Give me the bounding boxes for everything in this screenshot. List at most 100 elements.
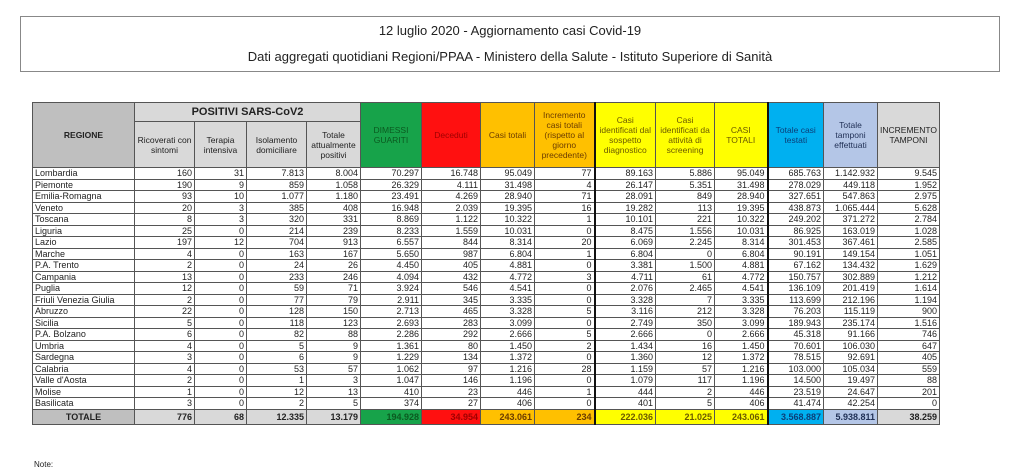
cell-value: 8.475: [593, 224, 656, 237]
cell-value: 80: [421, 339, 481, 352]
cell-value: 113: [655, 201, 715, 214]
cell-value: 2.749: [593, 316, 656, 329]
cell-value: 134.432: [823, 259, 878, 272]
cell-value: 134: [421, 351, 481, 364]
col-header-totale-positivi: Totale attualmente positivi: [306, 121, 361, 168]
cell-value: 249.202: [766, 213, 824, 226]
cell-value: 5.938.811: [823, 408, 878, 425]
cell-value: 746: [877, 328, 940, 341]
cell-value: 59: [246, 282, 307, 295]
cell-value: 406: [480, 397, 535, 410]
cell-value: 214: [246, 224, 307, 237]
cell-value: 95.049: [714, 167, 768, 180]
cell-value: 10.101: [593, 213, 656, 226]
cell-value: 71: [306, 282, 361, 295]
col-header-sospetto-diagnostico: Casi identificati dal sospetto diagnosti…: [593, 102, 656, 168]
cell-value: 8.004: [306, 167, 361, 180]
cell-value: 12: [655, 351, 715, 364]
cell-value: 1.122: [421, 213, 481, 226]
cell-value: 432: [421, 270, 481, 283]
cell-value: 546: [421, 282, 481, 295]
cell-value: 2.666: [593, 328, 656, 341]
cell-value: 10.031: [714, 224, 768, 237]
table-row: Lazio 197 12 704 913 6.557 844 8.314 20 6.069 2.24…: [32, 236, 940, 249]
cell-value: 0: [194, 374, 247, 387]
cell-value: 0: [194, 259, 247, 272]
cell-value: 2.245: [655, 236, 715, 249]
cell-value: 5.628: [877, 201, 940, 214]
col-header-incremento-tamponi: INCREMENTO TAMPONI: [877, 102, 940, 168]
cell-value: 2: [134, 259, 195, 272]
cell-value: 113.699: [766, 293, 824, 306]
cell-value: 350: [655, 316, 715, 329]
cell-value: 0: [534, 316, 595, 329]
region-name: Abruzzo: [32, 305, 135, 318]
cell-value: 1.372: [480, 351, 535, 364]
cell-value: 19.282: [593, 201, 656, 214]
cell-value: 3: [534, 270, 595, 283]
region-name: Umbria: [32, 339, 135, 352]
cell-value: 21.025: [655, 408, 715, 425]
cell-value: 1.450: [714, 339, 768, 352]
cell-value: 150.757: [766, 270, 824, 283]
cell-value: 1.065.444: [823, 201, 878, 214]
cell-value: 5: [134, 316, 195, 329]
cell-value: 160: [134, 167, 195, 180]
cell-value: 1: [246, 374, 307, 387]
cell-value: 3.116: [593, 305, 656, 318]
cell-value: 89.163: [593, 167, 656, 180]
cell-value: 2.784: [877, 213, 940, 226]
report-title-box: 12 luglio 2020 - Aggiornamento casi Covi…: [20, 16, 1000, 72]
cell-value: 235.174: [823, 316, 878, 329]
cell-value: 28: [534, 362, 595, 375]
cell-value: 95.049: [480, 167, 535, 180]
cell-value: 123: [306, 316, 361, 329]
region-name: Friuli Venezia Giulia: [32, 293, 135, 306]
cell-value: 9: [306, 351, 361, 364]
region-name: Veneto: [32, 201, 135, 214]
cell-value: 163: [246, 247, 307, 260]
cell-value: 0: [194, 385, 247, 398]
table-row: Lombardia 160 31 7.813 8.004 70.297 16.748 95.0…: [32, 167, 940, 180]
region-header: REGIONE: [32, 102, 135, 168]
cell-value: 117: [655, 374, 715, 387]
cell-value: 90.191: [766, 247, 824, 260]
cell-value: 57: [306, 362, 361, 375]
cell-value: 3.328: [714, 305, 768, 318]
cell-value: 233: [246, 270, 307, 283]
cell-value: 2.666: [480, 328, 535, 341]
cell-value: 2.911: [360, 293, 422, 306]
cell-value: 93: [134, 190, 195, 203]
cell-value: 3: [306, 374, 361, 387]
cell-value: 53: [246, 362, 307, 375]
covid-data-table: REGIONE POSITIVI SARS-CoV2 DIMESSI GUARI…: [32, 102, 940, 425]
cell-value: 3: [194, 201, 247, 214]
cell-value: 0: [534, 374, 595, 387]
cell-value: 5: [534, 305, 595, 318]
cell-value: 0: [194, 282, 247, 295]
cell-value: 22: [134, 305, 195, 318]
cell-value: 201: [877, 385, 940, 398]
table-row: Piemonte 190 9 859 1.058 26.329 4.111 31.498 4 26…: [32, 178, 940, 191]
cell-value: 6: [246, 351, 307, 364]
cell-value: 10.322: [480, 213, 535, 226]
table-row: Campania 13 0 233 246 4.094 432 4.772 3 4.711 61 4.…: [32, 270, 940, 283]
cell-value: 0: [194, 362, 247, 375]
cell-value: 77: [246, 293, 307, 306]
cell-value: 3.099: [480, 316, 535, 329]
positivi-group-header: POSITIVI SARS-CoV2: [134, 102, 361, 122]
cell-value: 10.031: [480, 224, 535, 237]
cell-value: 8.314: [714, 236, 768, 249]
cell-value: 13.179: [306, 408, 361, 425]
cell-value: 685.763: [766, 167, 824, 180]
cell-value: 4.094: [360, 270, 422, 283]
cell-value: 1.216: [714, 362, 768, 375]
table-row: P.A. Trento 2 0 24 26 4.450 405 4.881 0 3.381 1.50…: [32, 259, 940, 272]
cell-value: 6.804: [480, 247, 535, 260]
cell-value: 4.881: [714, 259, 768, 272]
region-name: Emilia-Romagna: [32, 190, 135, 203]
cell-value: 4.772: [480, 270, 535, 283]
cell-value: 1.361: [360, 339, 422, 352]
cell-value: 5.351: [655, 178, 715, 191]
cell-value: 41.474: [766, 397, 824, 410]
